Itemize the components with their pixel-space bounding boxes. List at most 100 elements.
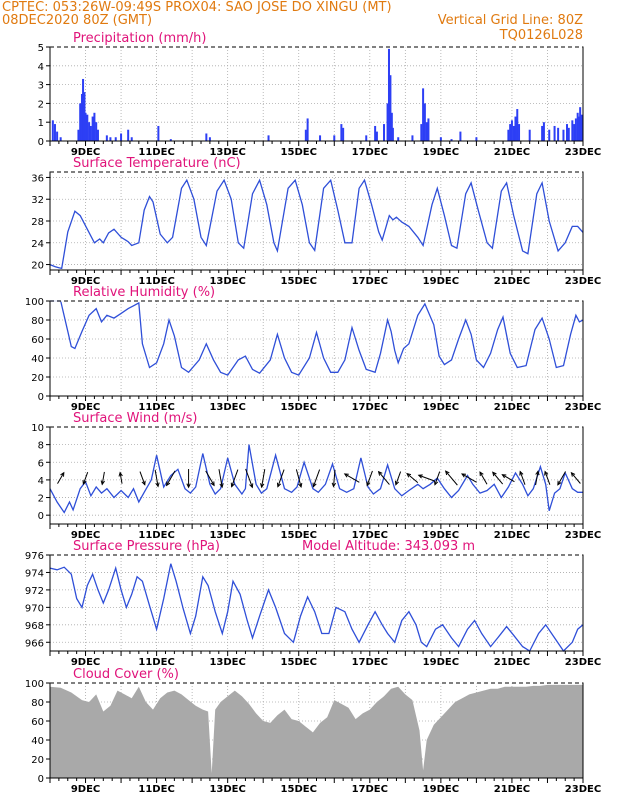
wind-arrow-head	[557, 480, 562, 486]
wind-arrow-shaft	[205, 470, 215, 486]
precip-bar	[120, 133, 123, 141]
wind-arrow	[444, 470, 458, 486]
x-tick-label: 19DEC	[423, 402, 459, 413]
panel-3: 0 20 40 60 80 100 9DEC 11DEC 13DEC 15DEC 17DEC 19DE…	[25, 285, 601, 413]
precip-bar	[439, 137, 442, 141]
series-line	[49, 563, 584, 653]
header-model-id: TQ0126L028	[499, 28, 583, 43]
x-tick-label: 23DEC	[565, 276, 601, 287]
panel-frame	[49, 300, 584, 397]
x-tick-label: 21DEC	[494, 657, 530, 668]
precip-bar	[574, 118, 577, 141]
precip-bar	[157, 125, 160, 141]
precip-bar	[427, 118, 430, 141]
x-tick-label: 15DEC	[281, 784, 317, 795]
y-tick-label: 972	[25, 586, 44, 597]
precip-bar	[267, 135, 270, 141]
precip-bar	[109, 137, 112, 141]
precip-bar	[577, 116, 580, 141]
x-tick-label: 17DEC	[352, 147, 388, 158]
y-tick-label: 5	[38, 43, 44, 54]
wind-arrow	[154, 469, 160, 488]
x-tick-label: 23DEC	[565, 530, 601, 541]
x-tick-label: 21DEC	[494, 530, 530, 541]
wind-arrow	[366, 470, 373, 487]
wind-arrow-shaft	[312, 469, 321, 487]
precip-bar	[386, 103, 389, 141]
y-tick-label: 0	[38, 511, 44, 522]
wind-arrow-head	[331, 482, 337, 488]
precip-bar	[518, 124, 521, 141]
y-tick-label: 966	[25, 638, 44, 649]
wind-arrow-head	[276, 482, 282, 488]
x-tick-label: 17DEC	[352, 402, 388, 413]
y-tick-label: 8	[38, 441, 44, 452]
panel-6: 0 20 40 60 80 100 9DEC 11DEC 13DEC 15DEC 17DEC 19DE…	[25, 667, 601, 795]
wind-arrow-head	[166, 481, 171, 487]
wind-arrow-shaft	[434, 471, 441, 485]
wind-arrow-shaft	[492, 471, 504, 485]
wind-arrow	[205, 470, 215, 487]
x-tick-label: 11DEC	[138, 147, 174, 158]
wind-arrow-head	[479, 471, 484, 477]
wind-arrow	[331, 469, 337, 488]
y-tick-label: 10	[31, 423, 44, 434]
wind-arrow-shaft	[535, 471, 539, 486]
precip-bar	[59, 137, 62, 141]
precip-bar	[77, 129, 80, 141]
x-tick-label: 13DEC	[209, 402, 245, 413]
wind-arrow-shaft	[461, 473, 477, 483]
wind-arrow-head	[377, 470, 383, 476]
precip-bar	[567, 127, 570, 141]
precip-bar	[169, 139, 172, 141]
precip-bar	[375, 131, 378, 141]
panel-frame	[49, 46, 584, 142]
precip-bar	[93, 112, 96, 141]
precip-bar	[114, 137, 117, 141]
precip-bar	[83, 92, 86, 141]
wind-arrow-head	[461, 473, 467, 478]
precip-bar	[53, 124, 56, 141]
wind-arrow-shaft	[245, 468, 253, 488]
precip-bar	[374, 125, 377, 141]
precip-bar	[340, 124, 343, 141]
wind-arrow-shaft	[139, 471, 146, 485]
wind-arrow-shaft	[502, 474, 515, 483]
x-tick-label: 17DEC	[352, 784, 388, 795]
model-altitude-label: Model Altitude: 343.093 m	[302, 539, 475, 554]
precip-bar	[553, 125, 556, 141]
precip-bar	[420, 124, 423, 141]
panel-5: 966 968 970 972 974 976 9DEC 11DEC 13DEC 15DEC 17D…	[25, 539, 601, 668]
wind-arrow	[230, 469, 239, 488]
panel-title: Precipitation (mm/h)	[73, 31, 206, 46]
wind-arrow-head	[141, 480, 146, 486]
wind-arrow	[544, 470, 551, 485]
wind-arrow-head	[444, 470, 450, 476]
wind-arrow-head	[100, 480, 105, 486]
y-tick-label: 60	[31, 717, 44, 728]
panel-title: Surface Wind (m/s)	[73, 411, 197, 426]
y-tick-label: 968	[25, 621, 44, 632]
wind-arrow-head	[230, 482, 235, 488]
wind-arrow	[377, 470, 390, 485]
x-tick-label: 15DEC	[281, 402, 317, 413]
wind-arrow-head	[260, 483, 265, 489]
y-tick-label: 40	[31, 736, 44, 747]
precip-bar	[422, 88, 425, 141]
wind-arrow-head	[298, 482, 303, 489]
precip-bar	[548, 129, 551, 141]
precip-bar	[127, 129, 130, 141]
precip-bar	[562, 129, 565, 141]
precip-bar	[319, 135, 322, 141]
y-tick-label: 24	[31, 239, 44, 250]
y-tick-label: 60	[31, 335, 44, 346]
precip-bar	[411, 135, 414, 141]
wind-arrow	[557, 471, 566, 486]
panel-title: Surface Pressure (hPa)	[73, 539, 220, 554]
wind-arrow-shaft	[557, 471, 566, 486]
precip-bar	[516, 109, 519, 141]
wind-arrow	[139, 471, 146, 486]
precip-bar	[51, 120, 54, 141]
x-tick-label: 23DEC	[565, 784, 601, 795]
